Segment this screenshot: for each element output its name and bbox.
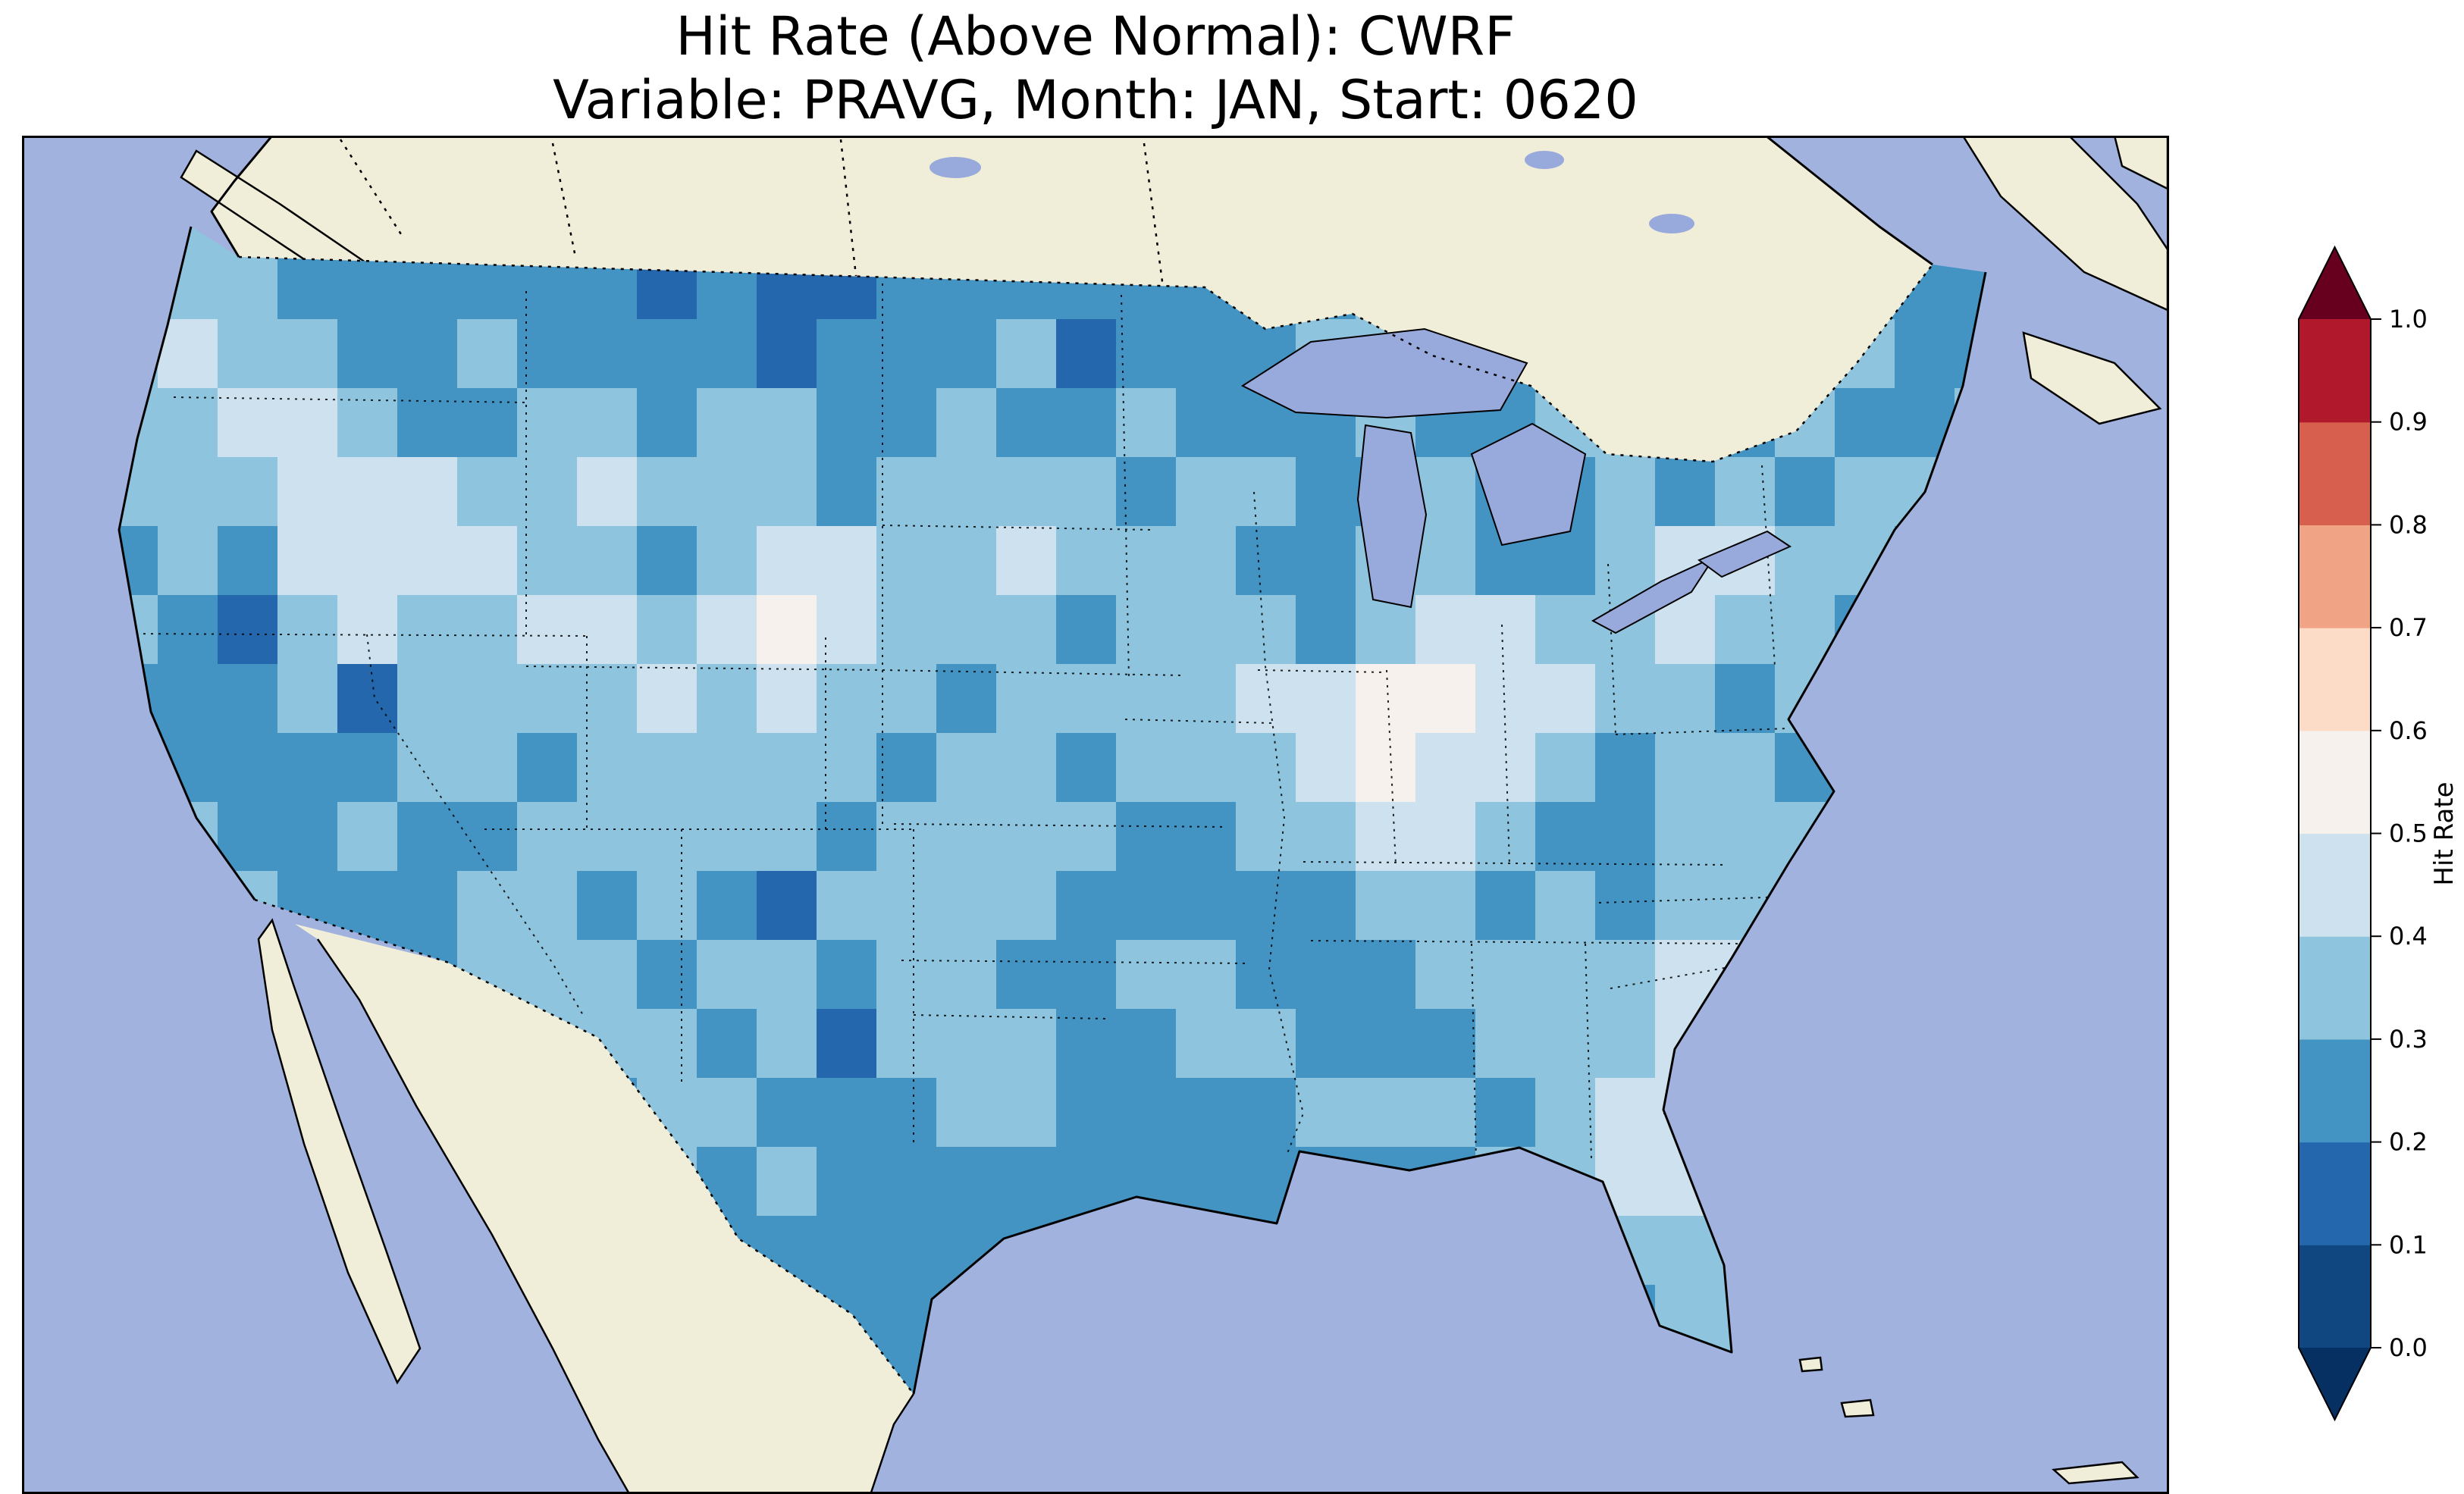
svg-text:0.9: 0.9 [2389, 408, 2428, 437]
lake-ontario [1697, 530, 1792, 578]
map-axes [22, 136, 2169, 1494]
svg-text:0.1: 0.1 [2389, 1230, 2428, 1259]
svg-text:1.0: 1.0 [2389, 305, 2428, 334]
lake-michigan [1356, 424, 1428, 609]
lake-superior [1240, 327, 1528, 419]
svg-text:0.4: 0.4 [2389, 922, 2428, 951]
lake-huron [1470, 422, 1587, 547]
us-mexico-border [254, 898, 914, 1395]
svg-text:0.8: 0.8 [2389, 510, 2428, 539]
svg-text:0.2: 0.2 [2389, 1128, 2428, 1157]
state-borders [127, 283, 1835, 1161]
us-canada-border [238, 255, 1933, 463]
colorbar: 1.0 0.9 0.8 0.7 0.6 0.5 0.4 0.3 0.2 0.1 0.0 [2298, 245, 2428, 1422]
caribbean-islands [1798, 1356, 2140, 1485]
title-line-2: Variable: PRAVG, Month: JAN, Start: 0620 [553, 69, 1638, 131]
svg-text:0.6: 0.6 [2389, 716, 2428, 745]
map-canvas [22, 136, 2169, 1494]
international-borders [238, 139, 1933, 1395]
svg-text:0.3: 0.3 [2389, 1025, 2428, 1054]
title-line-1: Hit Rate (Above Normal): CWRF [676, 5, 1516, 67]
svg-text:0.5: 0.5 [2389, 819, 2428, 848]
coastlines [118, 136, 1987, 1395]
svg-text:0.7: 0.7 [2389, 613, 2428, 642]
figure-title: Hit Rate (Above Normal): CWRF Variable: … [22, 5, 2169, 132]
great-lakes [1240, 327, 1792, 634]
axes-frame [22, 136, 2169, 1494]
lake-erie [1591, 555, 1716, 634]
canada-province-borders [339, 139, 1165, 288]
svg-text:0.0: 0.0 [2389, 1333, 2428, 1362]
mexico-land [257, 918, 915, 1493]
canada-land [212, 136, 1933, 462]
baja-peninsula [257, 918, 422, 1385]
colorbar-axis-label: Hit Rate [2429, 781, 2459, 886]
